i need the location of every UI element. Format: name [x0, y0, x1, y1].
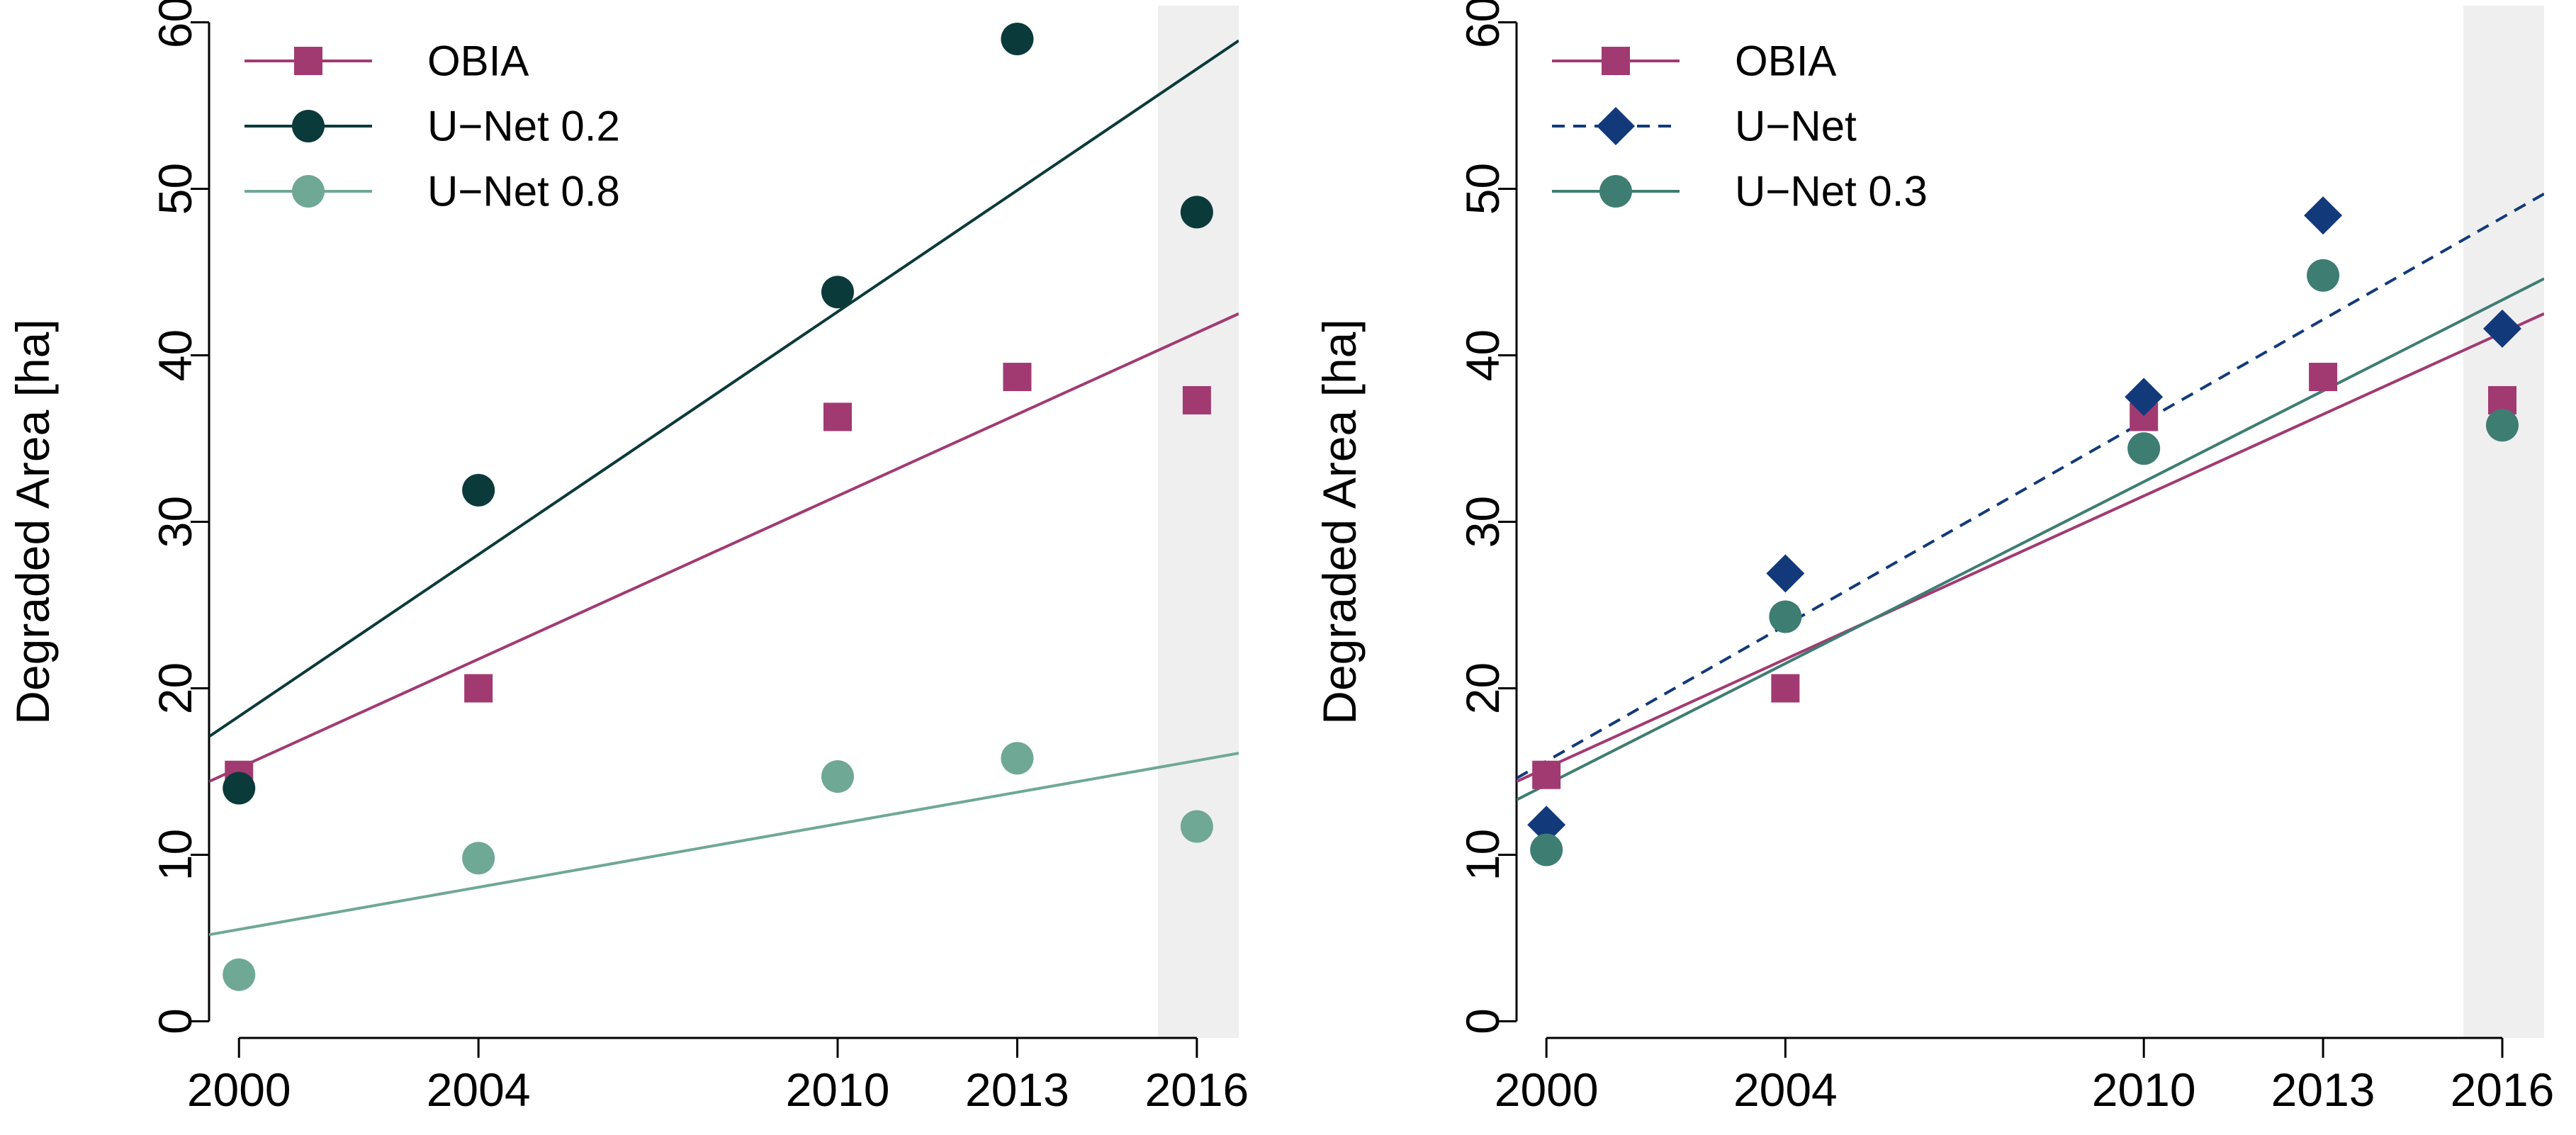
data-point [462, 842, 495, 875]
data-point [2309, 363, 2338, 392]
legend-label: U−Net 0.2 [427, 103, 620, 150]
series-points [225, 363, 1211, 789]
trend-line [209, 39, 1239, 738]
x-tick-label: 2010 [786, 1063, 890, 1116]
trend-line [209, 312, 1239, 783]
right-panel: 0 10 20 30 40 50 60 2000 2004 2010 2013 2016 Degrade… [1313, 0, 2554, 1116]
legend: OBIA U−Net U−Net 0.3 [1552, 38, 1928, 215]
legend: OBIA U−Net 0.2 U−Net 0.8 [244, 38, 620, 215]
trend-line [1517, 192, 2544, 780]
series-points [1530, 259, 2519, 866]
y-tick-label: 0 [1456, 1008, 1509, 1034]
x-axis: 2000 2004 2010 2013 2016 [187, 1037, 1249, 1116]
data-point [1769, 600, 1802, 633]
data-point [2125, 378, 2164, 417]
data-point [1001, 23, 1034, 55]
y-axis: 0 10 20 30 40 50 60 [1456, 0, 1518, 1034]
x-axis: 2000 2004 2010 2013 2016 [1495, 1037, 2555, 1116]
y-tick-label: 20 [1456, 662, 1509, 714]
data-point [1003, 363, 1032, 392]
x-tick-label: 2000 [187, 1063, 291, 1116]
highlight-band [2463, 6, 2544, 1038]
trend-lines [1517, 192, 2544, 801]
x-tick-label: 2004 [427, 1063, 531, 1116]
data-point [223, 958, 256, 991]
data-point [2127, 432, 2161, 465]
y-tick-label: 40 [1456, 329, 1509, 381]
series-points [223, 742, 1213, 991]
data-point [1771, 674, 1800, 703]
y-tick-label: 30 [1456, 496, 1509, 548]
trend-lines [209, 39, 1239, 937]
data-point [823, 402, 853, 431]
x-tick-label: 2004 [1733, 1063, 1838, 1116]
data-point [2307, 259, 2340, 292]
data-point [1182, 385, 1211, 414]
data-point [2304, 196, 2343, 235]
x-tick-label: 2016 [2451, 1063, 2555, 1116]
data-point [821, 760, 855, 794]
legend-label: U−Net [1735, 103, 1857, 150]
legend-label: OBIA [427, 38, 529, 85]
legend-label: OBIA [1735, 38, 1836, 85]
y-tick-label: 10 [149, 829, 201, 881]
x-tick-label: 2013 [2271, 1063, 2375, 1116]
left-panel: 0 10 20 30 40 50 60 2000 2004 2010 2013 2016 Degrade… [6, 0, 1249, 1116]
y-tick-label: 10 [1456, 829, 1509, 881]
x-tick-label: 2000 [1495, 1063, 1599, 1116]
y-tick-label: 30 [149, 496, 201, 548]
legend-marker [1599, 175, 1632, 208]
data-point [2482, 309, 2521, 348]
highlight-band [1157, 6, 1239, 1038]
data-point [464, 674, 493, 703]
data-point [1532, 760, 1561, 789]
x-tick-label: 2010 [2092, 1063, 2196, 1116]
legend-marker [292, 110, 325, 142]
data-point [2485, 409, 2519, 442]
trend-line [209, 752, 1239, 937]
y-tick-label: 0 [149, 1008, 201, 1034]
data-point [1180, 810, 1213, 843]
data-point [821, 276, 855, 309]
trend-line [1517, 312, 2544, 783]
y-tick-label: 20 [149, 662, 201, 714]
x-tick-label: 2016 [1144, 1063, 1249, 1116]
legend-label: U−Net 0.8 [427, 168, 620, 215]
series-points [223, 23, 1213, 805]
legend-marker [292, 175, 325, 208]
data-point [223, 772, 256, 805]
data-point [1766, 554, 1805, 593]
data-point [1180, 196, 1213, 229]
data-point [462, 473, 495, 507]
y-axis: 0 10 20 30 40 50 60 [149, 0, 210, 1034]
y-axis-title: Degraded Area [ha] [6, 319, 59, 724]
legend-label: U−Net 0.3 [1735, 168, 1928, 215]
y-tick-label: 60 [149, 0, 201, 48]
series-points [1527, 196, 2521, 845]
legend-marker [1597, 107, 1635, 145]
trend-line [1517, 277, 2544, 801]
data-point [1530, 833, 1563, 866]
y-tick-label: 50 [1456, 163, 1509, 215]
y-tick-label: 60 [1456, 0, 1509, 48]
legend-marker [294, 47, 322, 75]
data-point [1001, 742, 1034, 775]
data-point [1527, 806, 1566, 845]
y-tick-label: 50 [149, 163, 201, 215]
x-tick-label: 2013 [965, 1063, 1069, 1116]
series-points [1532, 363, 2516, 789]
y-tick-label: 40 [149, 329, 201, 381]
legend-marker [1602, 47, 1630, 75]
y-axis-title: Degraded Area [ha] [1313, 319, 1366, 724]
